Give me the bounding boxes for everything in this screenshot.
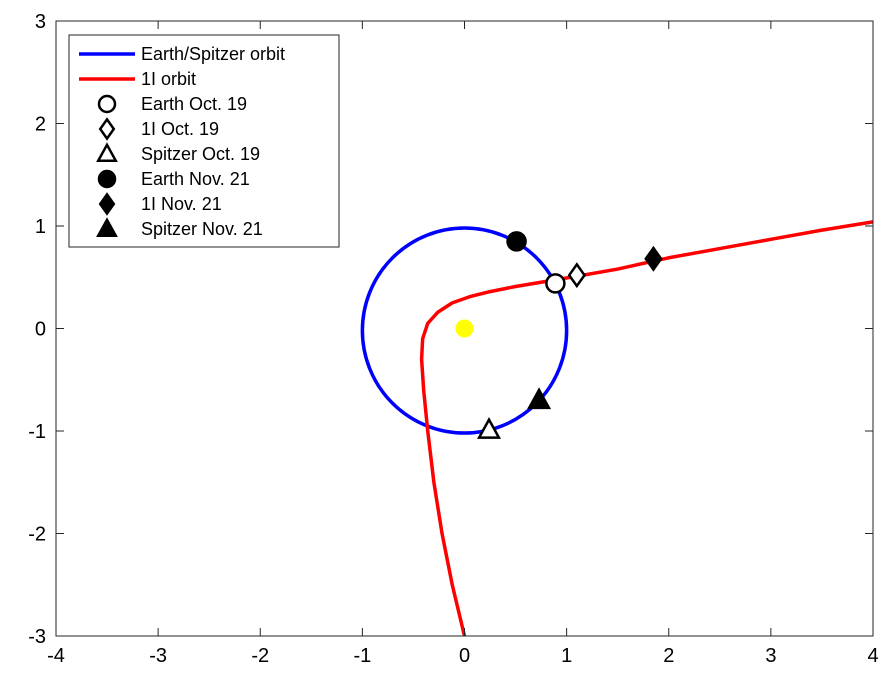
legend-label-1i-orbit: 1I orbit — [141, 69, 196, 89]
marker-1i-nov-21 — [644, 245, 663, 272]
marker-1i-oct-19 — [567, 262, 587, 289]
1i-orbit-line — [419, 220, 873, 636]
earth-spitzer-orbit-line — [360, 226, 569, 435]
legend-label-spitzer-oct-19: Spitzer Oct. 19 — [141, 144, 260, 164]
y-tick-label: 3 — [35, 11, 46, 33]
marker-spitzer-oct-19 — [476, 417, 502, 439]
y-tick-label: 0 — [35, 319, 46, 341]
y-tick-label: 1 — [35, 216, 46, 238]
legend-marker-spitzer-oct-19 — [96, 142, 118, 163]
x-tick-label: 2 — [663, 645, 674, 667]
y-tick-label: -3 — [28, 626, 46, 648]
legend-marker-earth-oct-19 — [97, 94, 117, 114]
x-tick-label: -1 — [353, 645, 371, 667]
legend-label-1i-oct-19: 1I Oct. 19 — [141, 119, 219, 139]
legend-marker-earth-nov-21 — [97, 169, 117, 189]
legend-label-spitzer-nov-21: Spitzer Nov. 21 — [141, 219, 263, 239]
marker-spitzer-nov-21 — [527, 387, 552, 410]
legend-marker-spitzer-nov-21 — [96, 217, 118, 238]
x-tick-label: 4 — [867, 645, 878, 667]
sun-point — [455, 319, 474, 338]
x-tick-label: -2 — [251, 645, 269, 667]
marker-earth-oct-19 — [545, 273, 566, 294]
legend-box — [68, 34, 340, 248]
y-tick-label: 2 — [35, 114, 46, 136]
legend-label-earth-oct-19: Earth Oct. 19 — [141, 94, 247, 114]
legend-marker-1i-nov-21 — [98, 192, 116, 216]
legend-label-earth-nov-21: Earth Nov. 21 — [141, 169, 250, 189]
x-tick-label: -3 — [149, 645, 167, 667]
legend-marker-1i-oct-19 — [98, 117, 116, 141]
x-tick-label: 3 — [765, 645, 776, 667]
x-tick-label: -4 — [47, 645, 65, 667]
x-tick-label: 0 — [459, 645, 470, 667]
legend-label-1i-nov-21: 1I Nov. 21 — [141, 194, 222, 214]
x-tick-label: 1 — [561, 645, 572, 667]
y-tick-label: -1 — [28, 421, 46, 443]
y-tick-label: -2 — [28, 524, 46, 546]
legend-label-earth-spitzer-orbit: Earth/Spitzer orbit — [141, 44, 285, 64]
marker-earth-nov-21 — [506, 231, 527, 252]
